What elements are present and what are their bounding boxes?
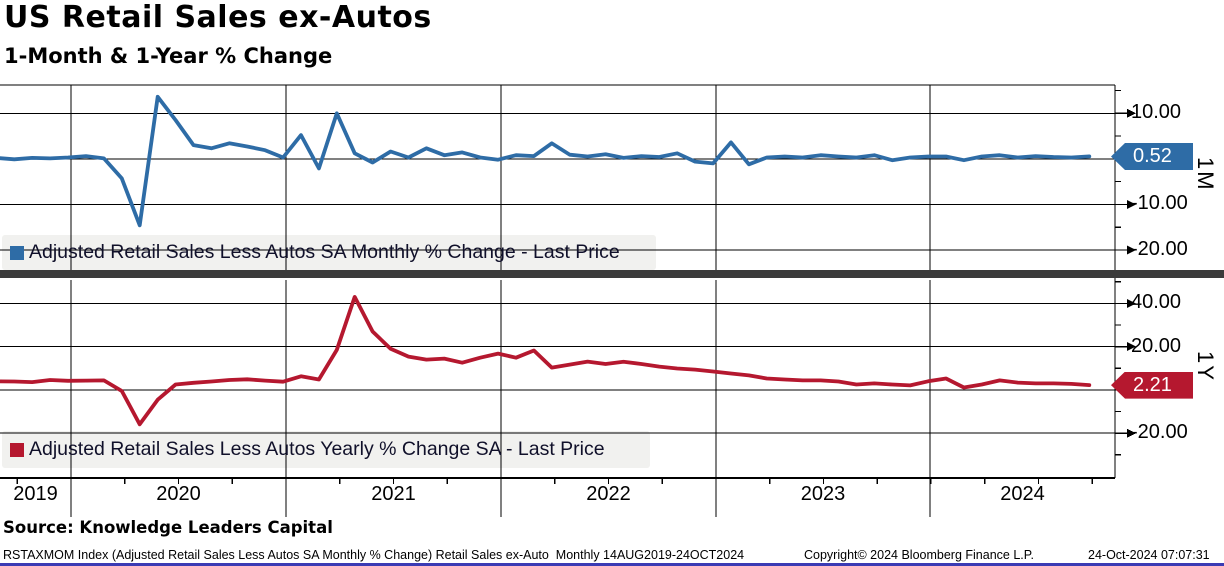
panel-separator bbox=[0, 270, 1224, 278]
footer-timestamp: 24-Oct-2024 07:07:31 bbox=[1088, 548, 1210, 562]
legend-box-yearly[interactable] bbox=[2, 431, 650, 468]
legend-swatch-yearly-icon bbox=[10, 442, 24, 457]
axis-unit-label-1m: 1M bbox=[1193, 157, 1218, 192]
footer-description: RSTAXMOM Index (Adjusted Retail Sales Le… bbox=[3, 548, 745, 562]
legend-monthly: Adjusted Retail Sales Less Autos SA Mont… bbox=[10, 235, 620, 270]
last-price-value-1m: 0.52 bbox=[1133, 144, 1172, 167]
window-bottom-border bbox=[0, 563, 1224, 566]
last-price-tag-1m[interactable]: 0.52 bbox=[1111, 142, 1193, 170]
legend-label-monthly: Adjusted Retail Sales Less Autos SA Mont… bbox=[29, 241, 620, 263]
chart-subtitle: 1-Month & 1-Year % Change bbox=[4, 44, 333, 68]
chart-title: US Retail Sales ex-Autos bbox=[4, 0, 432, 35]
legend-swatch-monthly-icon bbox=[10, 245, 24, 260]
axis-unit-label-1y: 1Y bbox=[1193, 351, 1218, 382]
last-price-tag-1y[interactable]: 2.21 bbox=[1111, 371, 1193, 399]
legend-box-monthly[interactable] bbox=[2, 235, 656, 270]
last-price-value-1y: 2.21 bbox=[1133, 373, 1172, 396]
source-line: Source: Knowledge Leaders Capital bbox=[3, 518, 333, 537]
footer-copyright: Copyright© 2024 Bloomberg Finance L.P. bbox=[804, 548, 1034, 562]
legend-yearly: Adjusted Retail Sales Less Autos Yearly … bbox=[10, 432, 605, 467]
legend-label-yearly: Adjusted Retail Sales Less Autos Yearly … bbox=[29, 438, 605, 460]
